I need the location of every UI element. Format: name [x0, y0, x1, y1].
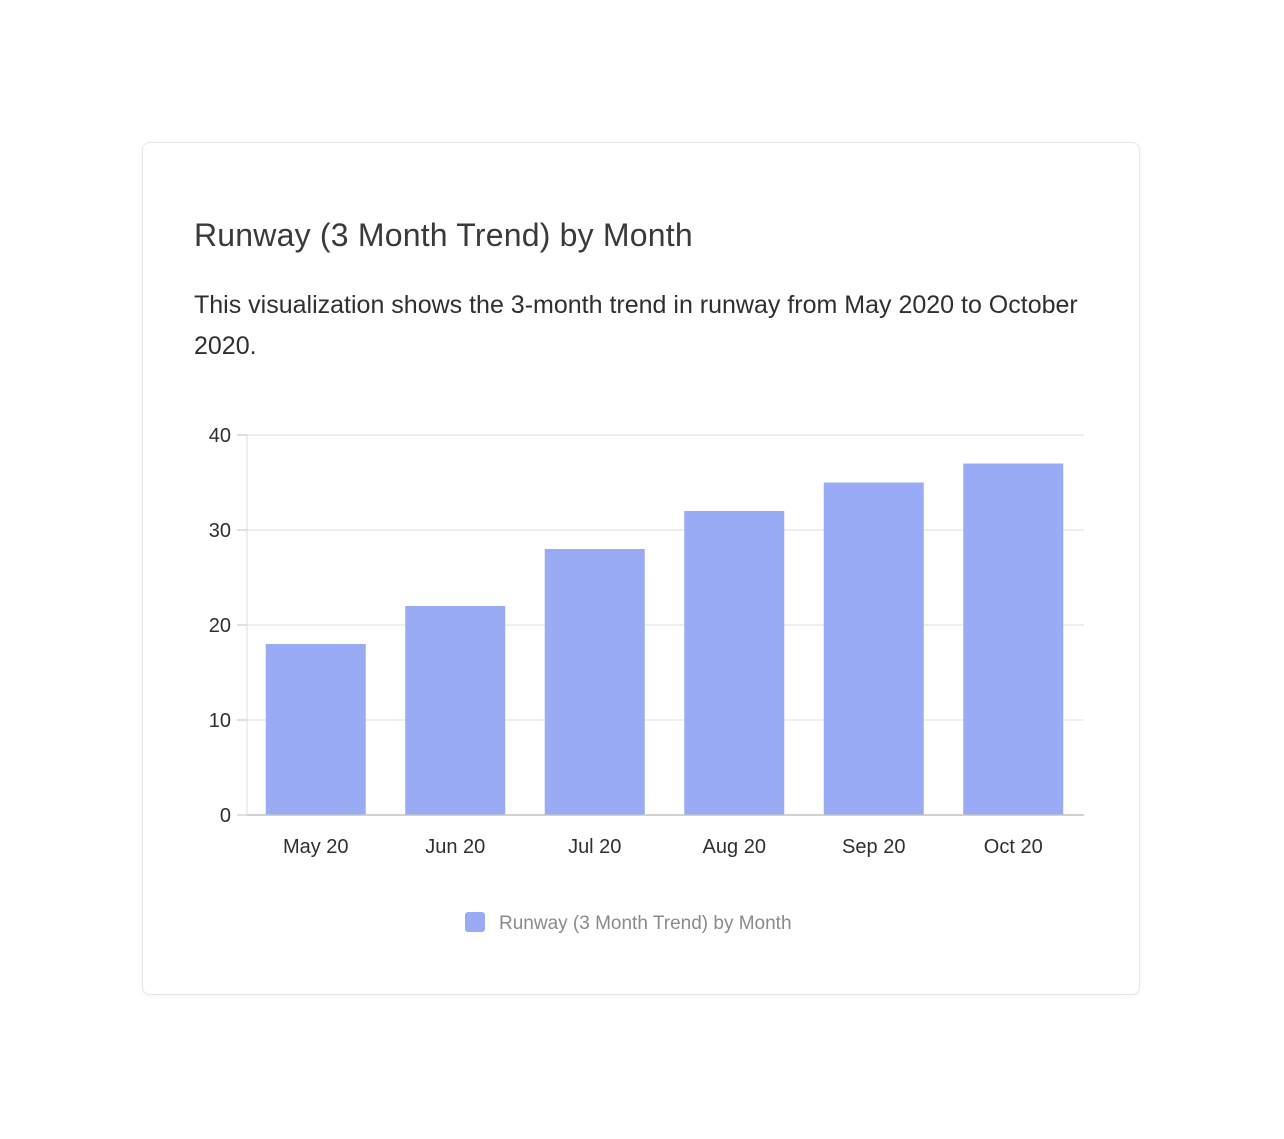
x-tick-label: Jun 20: [425, 836, 485, 858]
grid-lines: [247, 434, 1084, 721]
chart-description: This visualization shows the 3-month tre…: [194, 291, 1078, 360]
bar[interactable]: [265, 644, 366, 815]
legend[interactable]: Runway (3 Month Trend) by Month: [465, 912, 792, 934]
y-axis-ticks: 0 10 20 30 40: [209, 425, 247, 827]
y-tick-label: 10: [209, 710, 231, 732]
y-tick-label: 40: [209, 425, 231, 447]
legend-swatch: [465, 912, 485, 932]
axes: [246, 435, 1084, 816]
x-tick-label: Jul 20: [568, 836, 621, 858]
x-axis-ticks: May 20 Jun 20 Jul 20 Aug 20 Sep 20 Oct 20: [283, 836, 1043, 858]
x-tick-label: May 20: [283, 836, 349, 858]
bar[interactable]: [963, 463, 1064, 816]
y-tick-label: 20: [209, 615, 231, 637]
y-tick-label: 30: [209, 520, 231, 542]
bar[interactable]: [405, 606, 506, 815]
bar[interactable]: [823, 482, 924, 816]
chart-card: Runway (3 Month Trend) by Month This vis…: [142, 142, 1140, 995]
legend-label[interactable]: Runway (3 Month Trend) by Month: [499, 913, 792, 934]
x-tick-label: Oct 20: [984, 836, 1043, 858]
bars: [265, 463, 1064, 816]
y-tick-label: 0: [220, 805, 231, 827]
chart-title: Runway (3 Month Trend) by Month: [194, 217, 693, 253]
x-tick-label: Sep 20: [842, 836, 905, 858]
bar[interactable]: [684, 511, 785, 815]
bar[interactable]: [544, 549, 645, 815]
x-tick-label: Aug 20: [703, 836, 766, 858]
bar-chart: 0 10 20 30 40 May 20 Jun 20 Jul 20 Aug 20 Sep 20…: [209, 425, 1084, 934]
